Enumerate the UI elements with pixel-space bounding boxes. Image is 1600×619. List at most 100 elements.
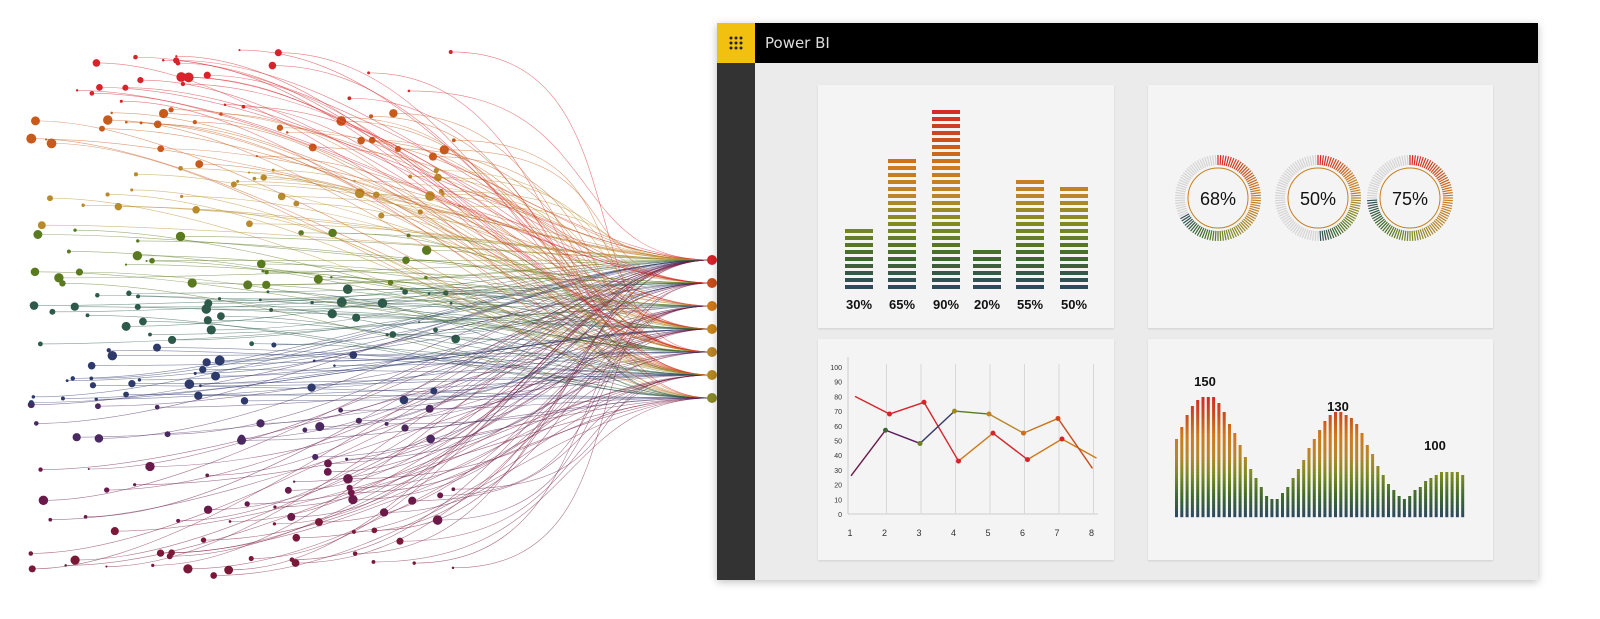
wave-bar-segment — [1233, 499, 1237, 503]
wave-bar-segment — [1206, 430, 1210, 434]
waffle-grid-icon[interactable] — [717, 23, 755, 63]
wave-bar-segment — [1360, 508, 1364, 512]
flow-dot — [110, 527, 119, 536]
wave-bar-segment — [1334, 496, 1337, 500]
wave-bar-segment — [1323, 439, 1327, 443]
wave-bar-segment — [1424, 487, 1428, 491]
flow-dot — [148, 332, 152, 337]
wave-bar-segment — [1360, 490, 1364, 494]
bar-segment — [1016, 201, 1044, 205]
series-line — [919, 410, 955, 444]
wave-bar-segment — [1222, 418, 1226, 422]
wave-bar-segment — [1302, 478, 1306, 482]
gauge-tick — [1396, 156, 1401, 167]
wave-bar-segment — [1450, 478, 1454, 482]
wave-bar-segment — [1249, 478, 1253, 482]
wave-bar-segment — [1217, 466, 1221, 470]
wave-bar-segment — [1360, 469, 1364, 473]
wave-bar-segment — [1349, 433, 1353, 437]
wave-bar-segment — [1355, 472, 1359, 476]
flow-dot — [448, 49, 453, 54]
flow-dot — [103, 115, 113, 125]
wave-bar-segment — [1349, 499, 1353, 503]
wave-bar-segment — [1312, 496, 1316, 500]
bar-segment — [888, 222, 916, 226]
series-line — [889, 401, 925, 415]
gauge-tick — [1248, 209, 1259, 215]
bar-chart-card[interactable]: 30% 65% 90% 20% 55% 50% — [818, 85, 1114, 328]
wave-bar-segment — [1339, 493, 1343, 497]
bar-segment — [1060, 215, 1088, 219]
wave-bar-segment — [1286, 490, 1290, 494]
wave-bar-segment — [1318, 478, 1322, 482]
wave-bar-segment — [1201, 412, 1205, 416]
gauge-tick — [1314, 230, 1317, 241]
wave-bar-segment — [1440, 493, 1443, 497]
wave-bar-segment — [1365, 511, 1369, 515]
wave-bar-segment — [1371, 493, 1375, 497]
gauge-tick — [1367, 194, 1378, 197]
wave-bar-segment — [1323, 499, 1327, 503]
gauge-card[interactable]: 68% 50% 75% — [1148, 85, 1493, 328]
wave-bar-segment — [1228, 436, 1231, 440]
wave-bar-segment — [1328, 445, 1332, 449]
wave-bar-segment — [1196, 412, 1200, 416]
flow-dot — [211, 371, 221, 381]
wave-bar-segment — [1418, 499, 1422, 503]
wave-bar-segment — [1296, 499, 1300, 503]
wave-bar-segment — [1455, 508, 1459, 512]
gauge-tick — [1196, 226, 1203, 236]
gauge-tick — [1182, 172, 1192, 180]
wave-bar-segment — [1402, 508, 1406, 512]
wave-bar-segment — [1180, 478, 1184, 482]
wave-bar-segment — [1228, 466, 1231, 470]
wave-chart-card[interactable]: 150 130 100 — [1148, 339, 1493, 560]
gauge-tick — [1180, 213, 1190, 220]
wave-bar-segment — [1228, 478, 1231, 482]
wave-bar-segment — [1408, 508, 1412, 512]
flow-line — [137, 305, 713, 308]
flow-dot — [30, 267, 40, 277]
gauge-tick — [1435, 170, 1444, 178]
bar-segment — [888, 250, 916, 254]
gauge-tick — [1347, 211, 1358, 217]
wave-bar-segment — [1265, 499, 1269, 503]
gauge-tick — [1177, 181, 1188, 187]
wave-bar-segment — [1371, 481, 1375, 485]
wave-bar-segment — [1440, 496, 1443, 500]
wave-bar-segment — [1307, 472, 1311, 476]
wave-bar-segment — [1323, 457, 1327, 461]
gauge-tick — [1415, 230, 1419, 241]
bar-segment — [1060, 194, 1088, 198]
wave-bar-segment — [1196, 424, 1200, 428]
wave-bar-segment — [1175, 475, 1178, 479]
wave-bar-segment — [1190, 472, 1194, 476]
flow-line — [194, 121, 713, 376]
wave-bar-segment — [1175, 460, 1178, 464]
wave-bar-segment — [1206, 499, 1210, 503]
wave-bar-segment — [1334, 421, 1337, 425]
flow-line — [114, 397, 713, 532]
wave-bar-segment — [1328, 430, 1332, 434]
gauge-tick — [1229, 228, 1235, 239]
flow-dot — [110, 111, 113, 115]
wave-bar-segment — [1334, 505, 1337, 509]
flow-dot — [153, 343, 162, 352]
line-chart-card[interactable]: 1 2 3 4 5 6 7 8 0 10 20 30 40 50 60 70 80 90 100 — [818, 339, 1114, 560]
gauge-tick — [1238, 223, 1246, 232]
wave-bar-segment — [1307, 490, 1311, 494]
flow-dot — [96, 84, 103, 91]
gauge-tick — [1284, 170, 1293, 178]
wave-bar-segment — [1339, 499, 1343, 503]
gauge-label: 68% — [1200, 189, 1236, 209]
flow-dot — [412, 561, 416, 565]
wave-bar-segment — [1349, 418, 1353, 422]
flow-line — [279, 127, 713, 330]
wave-bar-segment — [1397, 502, 1401, 506]
bar-segment — [845, 285, 873, 289]
wave-bar-segment — [1344, 502, 1348, 506]
flow-dot — [378, 212, 385, 219]
wave-bar-segment — [1323, 508, 1327, 512]
bar — [888, 159, 916, 289]
wave-bar-segment — [1371, 508, 1375, 512]
